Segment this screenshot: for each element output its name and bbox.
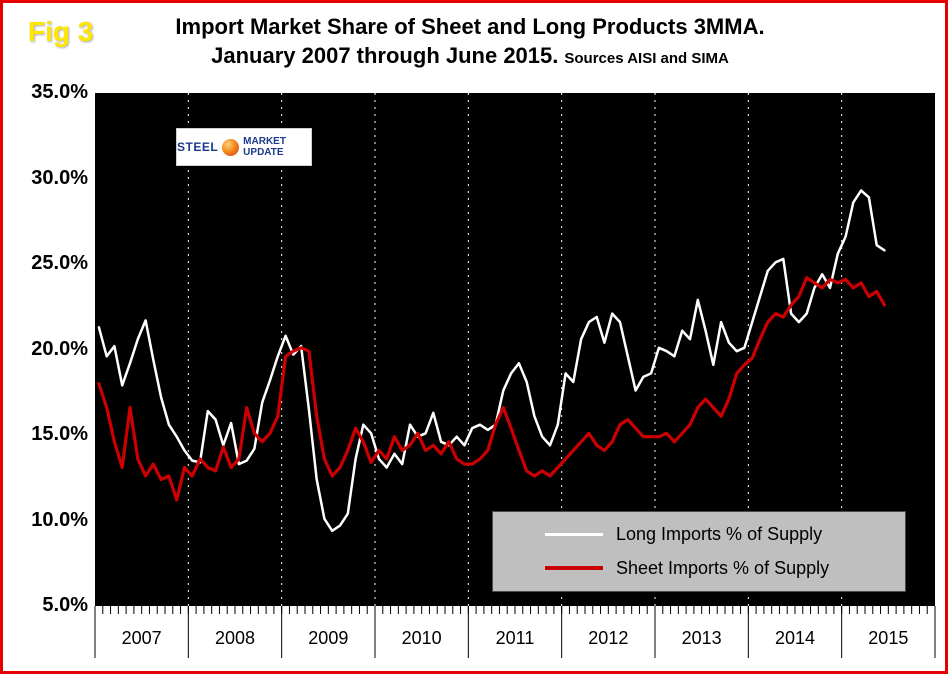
y-tick-label: 10.0% [31,508,88,531]
year-label: 2015 [868,628,909,648]
y-tick-label: 30.0% [31,166,88,189]
chart-title-line1: Import Market Share of Sheet and Long Pr… [175,14,765,39]
y-tick-label: 25.0% [31,252,88,274]
year-label: 2009 [308,628,349,648]
year-label: 2007 [121,628,162,648]
legend-item-long: Long Imports % of Supply [545,524,905,545]
y-tick-label: 35.0% [31,81,88,103]
legend-label-long: Long Imports % of Supply [616,524,823,545]
y-tick-label: 5.0% [42,594,88,616]
steel-market-update-logo: STEEL MARKET UPDATE [176,128,312,166]
year-label: 2011 [495,628,535,648]
logo-market-text: MARKET [243,136,286,147]
sheet-imports-line [97,276,887,502]
chart-title-block: Import Market Share of Sheet and Long Pr… [40,12,900,70]
y-tick-label: 20.0% [31,337,88,360]
year-label: 2010 [401,628,442,648]
long-imports-line [97,189,886,533]
chart-title-line2-text: January 2007 through June 2015. [211,42,559,68]
figure-number-label: Fig 3 [28,16,94,47]
year-label: 2008 [214,628,256,648]
legend-line-sample-sheet [545,566,603,571]
legend-line-sample-long [545,533,603,537]
chart-legend: Long Imports % of Supply Sheet Imports %… [492,511,906,592]
logo-update-text: UPDATE [243,147,284,158]
year-label: 2012 [588,628,629,648]
y-tick-label: 15.0% [31,423,88,445]
logo-steel-text: STEEL [177,140,219,154]
logo-globe-icon [222,138,240,156]
legend-item-sheet: Sheet Imports % of Supply [545,558,905,579]
logo-market-update-text: MARKET UPDATE [243,136,311,158]
source-note: Sources AISI and SIMA [564,49,729,67]
year-label: 2014 [774,628,816,648]
legend-label-sheet: Sheet Imports % of Supply [616,557,830,578]
chart-title-line2: January 2007 through June 2015. Sources A… [40,42,900,71]
year-label: 2013 [681,628,722,648]
